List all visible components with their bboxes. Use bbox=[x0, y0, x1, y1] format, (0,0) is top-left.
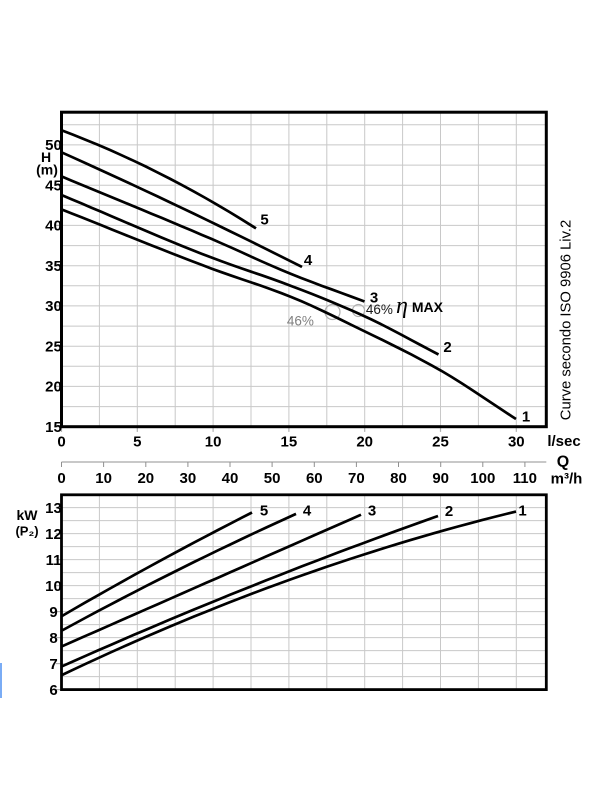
svg-text:6: 6 bbox=[49, 682, 57, 699]
svg-text:Curve secondo ISO 9906 Liv.2: Curve secondo ISO 9906 Liv.2 bbox=[559, 220, 575, 420]
svg-text:13: 13 bbox=[45, 500, 62, 517]
svg-text:1: 1 bbox=[518, 502, 526, 519]
svg-text:2: 2 bbox=[443, 339, 451, 356]
svg-text:2: 2 bbox=[445, 503, 453, 520]
svg-text:3: 3 bbox=[368, 502, 376, 519]
svg-text:30: 30 bbox=[508, 434, 525, 451]
svg-text:70: 70 bbox=[348, 470, 365, 487]
svg-text:η: η bbox=[396, 293, 408, 319]
svg-text:30: 30 bbox=[45, 298, 62, 315]
svg-text:1: 1 bbox=[522, 409, 530, 426]
svg-text:12: 12 bbox=[45, 526, 62, 543]
svg-text:45: 45 bbox=[45, 177, 62, 194]
svg-text:7: 7 bbox=[49, 656, 57, 673]
svg-text:l/sec: l/sec bbox=[547, 433, 580, 450]
svg-text:50: 50 bbox=[264, 470, 281, 487]
svg-text:20: 20 bbox=[137, 470, 154, 487]
svg-text:MAX: MAX bbox=[412, 299, 444, 315]
svg-text:5: 5 bbox=[260, 212, 268, 229]
svg-text:110: 110 bbox=[513, 470, 537, 487]
svg-text:Q: Q bbox=[557, 454, 569, 471]
svg-text:0: 0 bbox=[57, 470, 65, 487]
svg-text:15: 15 bbox=[281, 434, 298, 451]
svg-text:10: 10 bbox=[95, 470, 112, 487]
svg-text:11: 11 bbox=[46, 552, 62, 569]
svg-text:80: 80 bbox=[390, 470, 407, 487]
svg-text:H: H bbox=[41, 149, 51, 165]
svg-text:40: 40 bbox=[45, 218, 62, 235]
svg-text:(P₂): (P₂) bbox=[15, 524, 38, 539]
svg-text:100: 100 bbox=[470, 470, 495, 487]
svg-text:60: 60 bbox=[306, 470, 323, 487]
svg-text:0: 0 bbox=[57, 434, 65, 451]
svg-text:30: 30 bbox=[180, 470, 197, 487]
svg-text:8: 8 bbox=[49, 630, 57, 647]
svg-text:9: 9 bbox=[49, 604, 57, 621]
svg-text:46%: 46% bbox=[287, 314, 314, 329]
svg-text:5: 5 bbox=[260, 502, 268, 519]
svg-text:5: 5 bbox=[133, 434, 141, 451]
svg-text:m³/h: m³/h bbox=[551, 471, 583, 488]
svg-text:15: 15 bbox=[45, 419, 62, 436]
svg-text:20: 20 bbox=[356, 434, 373, 451]
svg-text:20: 20 bbox=[45, 379, 62, 396]
svg-text:25: 25 bbox=[45, 338, 62, 355]
svg-text:90: 90 bbox=[432, 470, 449, 487]
svg-text:25: 25 bbox=[432, 434, 449, 451]
svg-text:4: 4 bbox=[304, 252, 313, 269]
svg-text:(m): (m) bbox=[36, 162, 58, 178]
svg-text:4: 4 bbox=[303, 502, 312, 519]
svg-text:46%: 46% bbox=[366, 302, 393, 317]
svg-text:40: 40 bbox=[222, 470, 239, 487]
svg-text:10: 10 bbox=[205, 434, 222, 451]
svg-text:35: 35 bbox=[45, 258, 62, 275]
svg-text:kW: kW bbox=[17, 507, 39, 523]
svg-text:50: 50 bbox=[45, 137, 62, 154]
svg-text:3: 3 bbox=[370, 290, 378, 307]
svg-text:10: 10 bbox=[45, 578, 62, 595]
